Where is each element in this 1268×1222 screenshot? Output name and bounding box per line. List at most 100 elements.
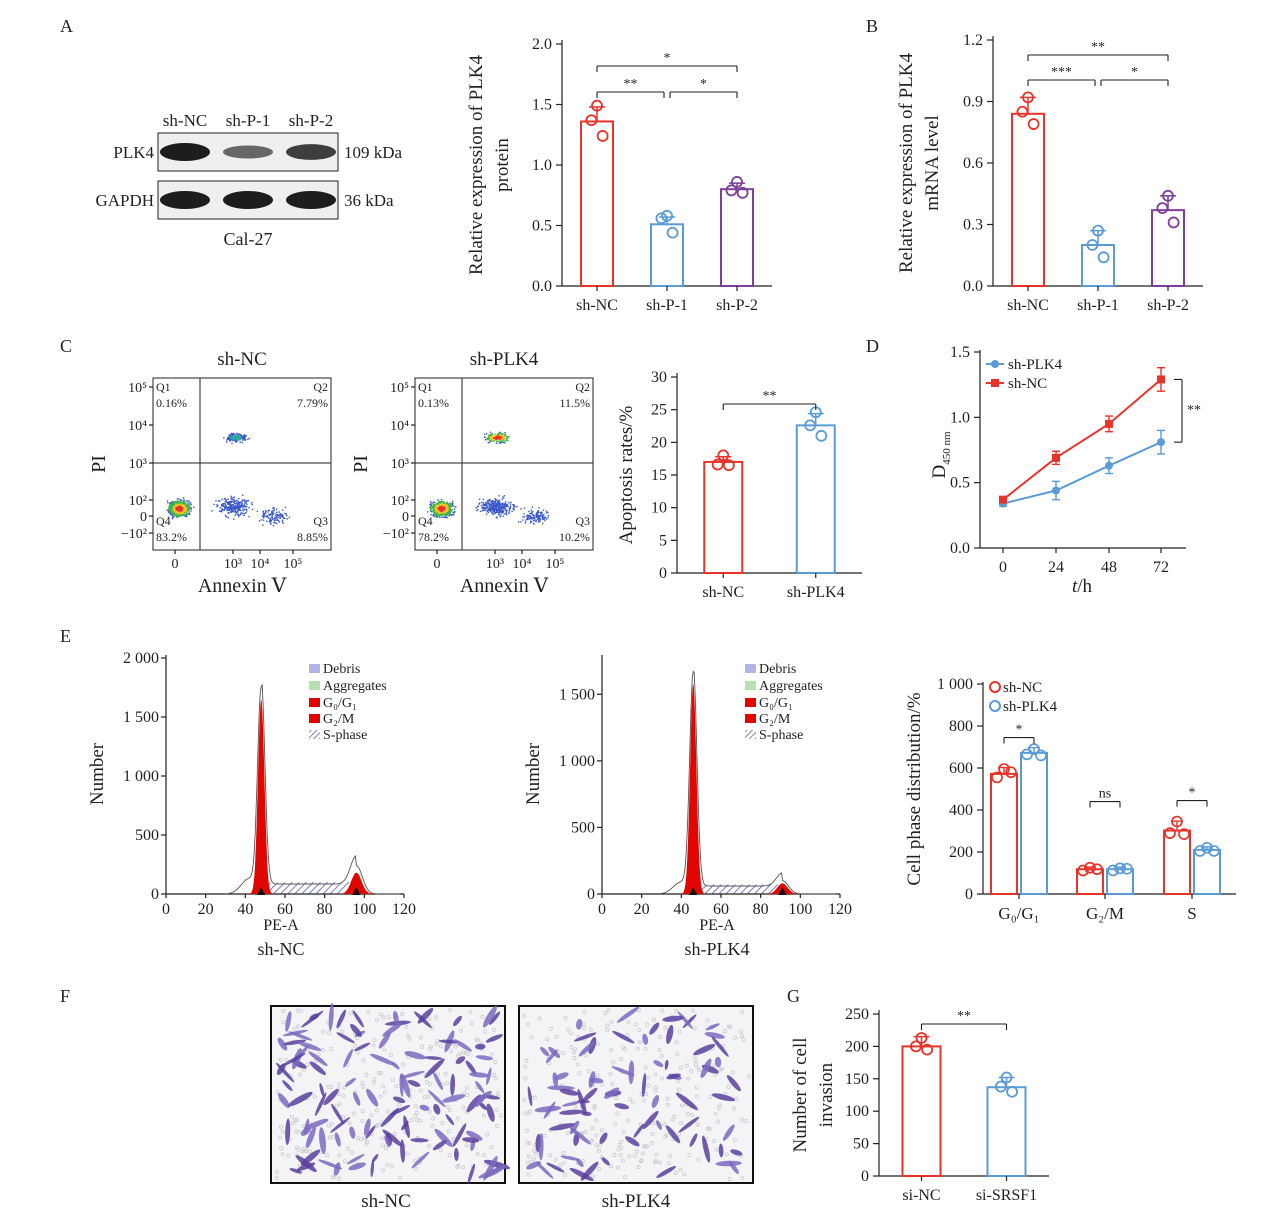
event-dot	[184, 502, 186, 505]
event-dot	[503, 504, 506, 507]
membrane-pore	[326, 1031, 331, 1035]
event-dot	[239, 438, 242, 440]
invaded-cell	[581, 1111, 592, 1116]
event-dot	[176, 508, 179, 510]
event-dot	[493, 507, 495, 510]
membrane-pore	[595, 1073, 600, 1078]
event-dot	[258, 520, 261, 522]
membrane-pore	[461, 1165, 465, 1170]
event-dot	[232, 508, 234, 510]
invaded-cell	[538, 1133, 544, 1161]
invaded-cell	[486, 1103, 495, 1122]
event-dot	[494, 433, 496, 435]
event-dot	[496, 504, 498, 506]
event-dot	[502, 436, 504, 438]
invaded-cell	[393, 1010, 399, 1025]
event-dot	[177, 507, 179, 509]
event-dot	[503, 495, 506, 497]
membrane-pore	[279, 1146, 284, 1151]
event-dot	[242, 439, 244, 441]
event-dot	[170, 514, 173, 516]
significance-label: *	[1189, 786, 1196, 801]
event-dot	[445, 513, 448, 515]
event-dot	[243, 512, 245, 515]
event-dot	[442, 509, 445, 511]
event-dot	[184, 508, 186, 510]
event-dot	[536, 514, 538, 517]
event-dot	[226, 506, 229, 509]
invaded-cell	[465, 1130, 483, 1141]
invaded-cell	[442, 1094, 466, 1103]
event-dot	[228, 509, 231, 512]
event-dot	[537, 511, 540, 514]
membrane-pore	[732, 1137, 737, 1142]
quadrant-value-q1: 0.13%	[418, 396, 449, 410]
membrane-pore	[643, 1144, 648, 1149]
event-dot	[495, 504, 497, 506]
membrane-pore	[296, 1129, 301, 1134]
membrane-pore	[523, 1076, 528, 1081]
event-dot	[508, 509, 511, 512]
blot-band-plk4-0	[160, 143, 210, 161]
legend-label-0: Debris	[759, 662, 796, 677]
event-dot	[242, 513, 244, 515]
invaded-cell	[641, 1073, 647, 1098]
event-dot	[429, 506, 431, 509]
event-dot	[172, 505, 175, 507]
event-dot	[543, 516, 545, 519]
event-dot	[445, 508, 447, 511]
event-dot	[530, 515, 532, 518]
event-dot	[537, 513, 539, 516]
event-dot	[243, 436, 245, 438]
x-tick-label: sh-NC	[1007, 297, 1049, 314]
invaded-cell	[730, 1149, 743, 1156]
invaded-cell	[569, 1167, 594, 1182]
event-dot	[229, 501, 231, 503]
event-dot	[497, 510, 500, 512]
event-dot	[523, 513, 525, 515]
y-tick-label: 500	[135, 827, 159, 844]
membrane-pore	[649, 1141, 654, 1146]
event-dot	[225, 505, 227, 507]
event-dot	[453, 508, 456, 510]
event-dot	[434, 502, 436, 504]
event-dot	[235, 502, 237, 505]
membrane-pore	[713, 1111, 718, 1116]
event-dot	[176, 500, 178, 502]
event-dot	[277, 516, 279, 519]
event-dot	[491, 512, 493, 514]
membrane-pore	[621, 1158, 625, 1163]
invaded-cell	[348, 1162, 366, 1171]
membrane-pore	[603, 1011, 608, 1016]
event-dot	[233, 500, 235, 502]
data-point-1-1	[655, 212, 668, 225]
event-dot	[498, 503, 500, 505]
event-dot	[231, 510, 234, 513]
event-dot	[430, 507, 433, 509]
membrane-pore	[630, 1100, 635, 1105]
g2-m-peak	[335, 872, 378, 894]
event-dot	[173, 506, 175, 509]
y-tick-label: 2.0	[532, 36, 552, 53]
y-axis-title: Number	[523, 742, 544, 805]
membrane-pore	[658, 1034, 663, 1039]
event-dot	[262, 512, 264, 514]
invaded-cell	[424, 1058, 445, 1079]
data-point	[1201, 841, 1213, 854]
event-dot	[227, 498, 229, 500]
x-tick-label: 10³	[486, 557, 504, 572]
event-dot	[230, 437, 232, 439]
invaded-cell	[453, 1148, 459, 1161]
event-dot	[439, 508, 441, 510]
membrane-pore	[595, 1042, 600, 1046]
event-dot	[171, 501, 173, 503]
quadrant-value-q4: 78.2%	[418, 530, 449, 544]
event-dot	[241, 441, 243, 444]
invaded-cell	[346, 1154, 365, 1165]
y-tick-label: −10²	[121, 527, 147, 542]
legend-label-0: Debris	[323, 662, 360, 677]
event-dot	[183, 502, 186, 504]
event-dot	[230, 507, 232, 509]
